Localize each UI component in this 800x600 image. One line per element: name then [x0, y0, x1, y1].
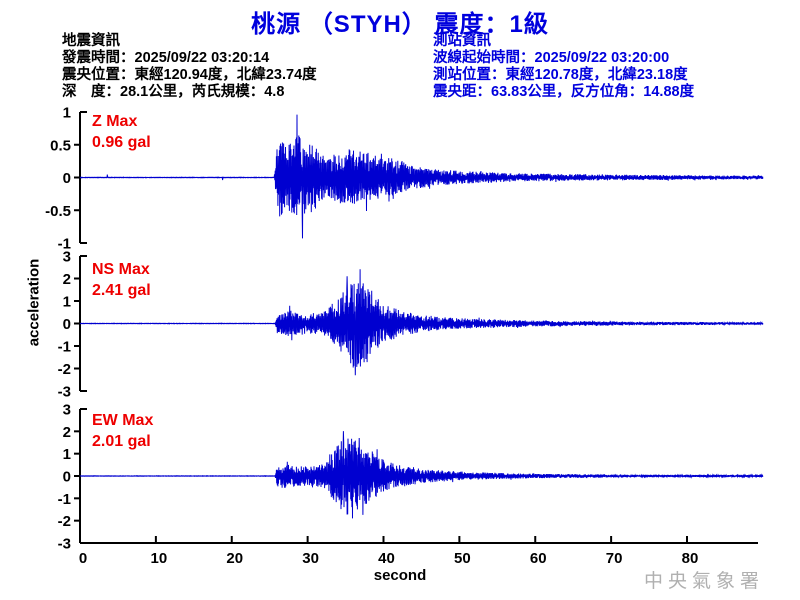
y-tick-label: -3	[58, 536, 71, 553]
ew-max-value: 2.01 gal	[92, 433, 151, 450]
y-tick-label: -2	[58, 513, 71, 530]
page-title: 桃源 （STYH） 震度：1級	[251, 11, 549, 38]
panel-label-z: Z Max 0.96 gal	[92, 111, 151, 153]
station-location: 測站位置：東經120.78度，北緯23.18度	[433, 67, 688, 83]
y-tick-label: 2	[63, 271, 71, 288]
y-tick-label: 1	[63, 294, 71, 311]
y-tick-label: 0.5	[50, 137, 71, 154]
panel-label-ew: EW Max 2.01 gal	[92, 410, 153, 452]
y-tick-label: -0.5	[45, 203, 71, 220]
y-tick-label: 2	[63, 424, 71, 441]
wave-start-time: 波線起始時間：2025/09/22 03:20:00	[433, 50, 670, 66]
y-tick-label: -3	[58, 384, 71, 401]
waveform-EW	[79, 431, 764, 519]
z-max-value: 0.96 gal	[92, 134, 151, 151]
earthquake-info-block: 地震資訊 發震時間：2025/09/22 03:20:14 震央位置：東經120…	[62, 33, 317, 101]
waveform-Z	[79, 114, 764, 239]
waveform-NS	[79, 269, 764, 376]
y-tick-label: 0	[63, 469, 71, 486]
z-max-title: Z Max	[92, 113, 138, 130]
y-tick-label: 1	[63, 446, 71, 463]
y-tick-label: -2	[58, 361, 71, 378]
epicenter-location: 震央位置：東經120.94度，北緯23.74度	[62, 67, 317, 83]
x-tick-label: 70	[606, 550, 623, 567]
y-tick-label: -1	[58, 236, 71, 253]
x-tick-label: 30	[302, 550, 319, 567]
y-tick-label: 1	[63, 105, 71, 122]
earthquake-origin-time: 發震時間：2025/09/22 03:20:14	[62, 50, 270, 66]
x-tick-label: 50	[454, 550, 471, 567]
x-tick-label: 20	[226, 550, 243, 567]
station-info-block: 測站資訊 波線起始時間：2025/09/22 03:20:00 測站位置：東經1…	[433, 33, 694, 101]
ns-max-value: 2.41 gal	[92, 282, 151, 299]
y-tick-label: 3	[63, 402, 71, 419]
station-info-heading: 測站資訊	[433, 33, 491, 49]
y-tick-label: 3	[63, 249, 71, 266]
depth-magnitude: 深 度：28.1公里，芮氏規模：4.8	[62, 84, 285, 100]
x-tick-label: 60	[530, 550, 547, 567]
agency-watermark: 中央氣象署	[643, 571, 764, 592]
x-tick-label: 0	[79, 550, 87, 567]
y-tick-label: -1	[58, 491, 71, 508]
panel-label-ns: NS Max 2.41 gal	[92, 259, 151, 301]
epicentral-distance-azimuth: 震央距：63.83公里，反方位角：14.88度	[433, 84, 695, 100]
x-tick-label: 10	[151, 550, 168, 567]
ns-max-title: NS Max	[92, 261, 150, 278]
y-tick-label: 0	[63, 316, 71, 333]
x-tick-label: 40	[378, 550, 395, 567]
x-tick-label: 80	[682, 550, 699, 567]
earthquake-info-heading: 地震資訊	[62, 33, 120, 49]
y-tick-label: 0	[63, 170, 71, 187]
ew-max-title: EW Max	[92, 412, 154, 429]
x-axis-label: second	[373, 567, 427, 584]
y-tick-label: -1	[58, 339, 71, 356]
